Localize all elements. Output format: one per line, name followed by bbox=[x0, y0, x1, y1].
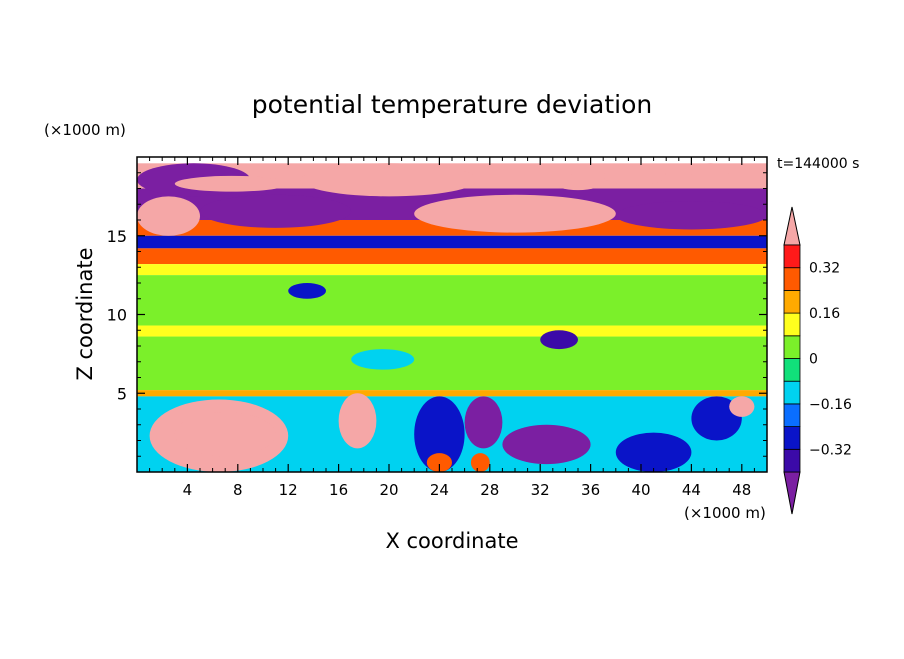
field-patch bbox=[300, 163, 478, 197]
chart-title: potential temperature deviation bbox=[252, 90, 652, 119]
time-label: t=144000 s bbox=[777, 156, 859, 172]
field-patch bbox=[464, 396, 503, 449]
field-patch bbox=[288, 283, 326, 299]
field-patch bbox=[414, 194, 616, 233]
colorbar-top-triangle bbox=[783, 206, 801, 246]
field-band bbox=[137, 275, 767, 326]
field-band bbox=[137, 235, 767, 249]
field-patch bbox=[200, 194, 352, 228]
colorbar-label: 0 bbox=[809, 352, 818, 368]
x-axis-label: X coordinate bbox=[385, 529, 518, 553]
colorbar-box bbox=[783, 267, 801, 291]
colorbar-box bbox=[783, 448, 801, 473]
colorbar-label: 0.32 bbox=[809, 261, 840, 277]
field-patch bbox=[137, 196, 200, 236]
field-band bbox=[137, 390, 767, 397]
y-axis-label: Z coordinate bbox=[73, 247, 97, 380]
field-band bbox=[137, 325, 767, 337]
field-patch bbox=[615, 432, 692, 472]
field-band bbox=[137, 336, 767, 391]
colorbar-label: 0.16 bbox=[809, 306, 840, 322]
x-tick-label: 44 bbox=[682, 481, 701, 499]
field-patch bbox=[174, 175, 289, 192]
colorbar-box bbox=[783, 289, 801, 314]
colorbar-box bbox=[783, 380, 801, 405]
field-patch bbox=[691, 396, 742, 441]
field-patch bbox=[615, 201, 767, 230]
colorbar-label: −0.32 bbox=[809, 442, 852, 458]
x-tick-label: 24 bbox=[430, 481, 449, 499]
colorbar-box bbox=[783, 244, 801, 269]
colorbar-box bbox=[783, 312, 801, 337]
y-tick-label: 5 bbox=[117, 384, 127, 403]
field-patch bbox=[691, 163, 730, 189]
field-band bbox=[137, 264, 767, 276]
x-tick-label: 40 bbox=[631, 481, 650, 499]
x-axis: 4 8 12 16 20 24 28 32 36 40 44 48 bbox=[149, 157, 755, 499]
colorbar: 0.32 0.16 0 −0.16 −0.32 bbox=[783, 206, 852, 515]
colorbar-bottom-triangle bbox=[783, 471, 801, 515]
field-patch bbox=[426, 453, 452, 472]
x-tick-label: 32 bbox=[531, 481, 550, 499]
field-patch bbox=[470, 453, 490, 472]
field-patch bbox=[414, 396, 465, 472]
y-tick-label: 10 bbox=[107, 306, 127, 325]
colorbar-box bbox=[783, 335, 801, 359]
y-axis: 5 10 15 bbox=[107, 172, 767, 457]
x-tick-label: 12 bbox=[279, 481, 298, 499]
temperature-field bbox=[137, 163, 767, 472]
x-tick-label: 48 bbox=[732, 481, 751, 499]
field-patch bbox=[552, 174, 604, 191]
x-unit-label: (×1000 m) bbox=[684, 504, 766, 522]
x-tick-label: 16 bbox=[329, 481, 348, 499]
field-patch bbox=[729, 396, 755, 417]
colorbar-box bbox=[783, 426, 801, 450]
field-patch bbox=[603, 166, 667, 186]
x-tick-label: 8 bbox=[233, 481, 243, 499]
field-band bbox=[137, 248, 767, 265]
colorbar-box bbox=[783, 403, 801, 427]
y-tick-label: 15 bbox=[107, 227, 127, 246]
field-patch bbox=[351, 349, 415, 370]
field-patch bbox=[174, 412, 276, 457]
x-tick-label: 20 bbox=[379, 481, 398, 499]
x-tick-label: 4 bbox=[183, 481, 193, 499]
colorbar-box bbox=[783, 358, 801, 382]
x-tick-label: 36 bbox=[581, 481, 600, 499]
colorbar-label: −0.16 bbox=[809, 397, 852, 413]
field-patch bbox=[338, 393, 377, 449]
x-tick-label: 28 bbox=[480, 481, 499, 499]
y-unit-label: (×1000 m) bbox=[44, 121, 126, 139]
field-patch bbox=[540, 330, 578, 350]
field-patch bbox=[502, 424, 591, 465]
